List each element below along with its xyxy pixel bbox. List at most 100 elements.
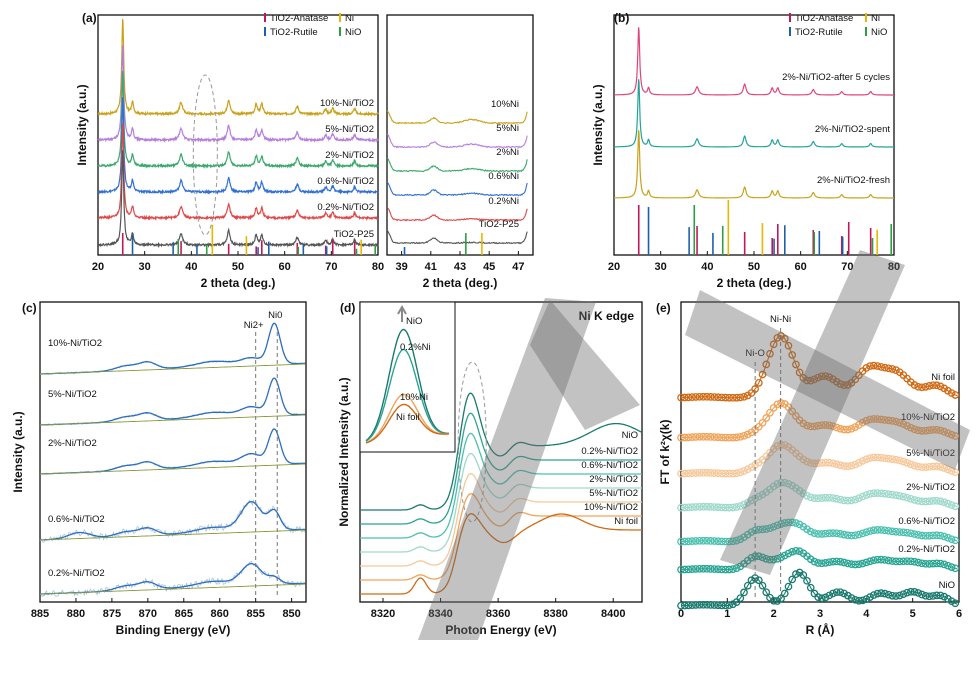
data-point (691, 565, 700, 573)
x-tick-label: 20 (608, 261, 620, 273)
inset-curve (365, 328, 449, 442)
data-point (729, 503, 737, 512)
data-point (803, 457, 811, 466)
data-point (729, 600, 737, 609)
data-point (836, 380, 845, 388)
inset-arrow (397, 304, 407, 322)
data-point (899, 492, 908, 501)
series-label: 2%-Ni/TiO2-spent (815, 124, 891, 135)
data-point (684, 433, 693, 442)
data-point (677, 503, 685, 512)
data-point (680, 433, 689, 442)
data-point (762, 588, 771, 597)
series-label: TiO2-P25 (479, 219, 519, 230)
data-point (847, 531, 856, 540)
data-point (814, 459, 822, 468)
data-point (932, 425, 941, 434)
data-point (855, 494, 863, 503)
data-point (903, 493, 911, 502)
data-point (825, 373, 834, 381)
data-point (873, 362, 882, 370)
data-point (680, 503, 689, 512)
data-point (677, 393, 685, 402)
data-point (925, 426, 934, 435)
data-point (936, 463, 945, 471)
inset-label: Ni foil (396, 412, 420, 423)
series-label: 5%-Ni/TiO2 (906, 448, 955, 459)
data-point (788, 407, 797, 416)
data-point (840, 530, 848, 539)
data-point (921, 531, 930, 540)
data-point (706, 393, 715, 401)
x-tick-label: 60 (279, 261, 291, 273)
data-point (710, 537, 719, 545)
data-point (836, 557, 845, 566)
data-point (721, 393, 730, 402)
series-line-2%-Ni/TiO2 (97, 71, 379, 170)
data-point (862, 528, 871, 537)
data-point (925, 560, 934, 568)
data-point (725, 537, 734, 546)
highlight-ellipse (192, 74, 218, 236)
baseline (40, 414, 306, 426)
data-point (877, 555, 886, 564)
data-point (769, 555, 778, 564)
data-point (717, 503, 726, 512)
data-point (714, 393, 722, 402)
data-point (699, 392, 708, 401)
data-point (829, 529, 837, 537)
data-point (847, 461, 856, 470)
series-label: 5%-Ni/TiO2 (325, 124, 374, 135)
data-point (714, 469, 722, 478)
data-point (729, 433, 737, 442)
legend-entry: Ni (345, 13, 354, 24)
data-point (792, 360, 800, 369)
data-point (888, 365, 897, 373)
data-point (732, 564, 741, 573)
x-tick-label: 20 (92, 261, 104, 273)
data-point (814, 530, 822, 538)
data-point (740, 588, 748, 597)
data-point (951, 536, 960, 545)
data-point (836, 495, 845, 504)
data-point (869, 556, 878, 565)
data-point (851, 495, 860, 504)
y-axis-label: Intensity (a.u.) (75, 84, 89, 165)
data-point (736, 502, 745, 510)
data-point (892, 557, 900, 566)
data-point (936, 591, 945, 600)
data-point (910, 381, 919, 389)
data-point (703, 432, 711, 441)
data-point (762, 360, 771, 369)
data-point (929, 381, 937, 390)
data-point (925, 531, 934, 540)
data-point (825, 493, 834, 502)
data-point (810, 529, 819, 538)
inset-label: 0.2%Ni (400, 342, 431, 353)
x-axis-label: 2 theta (deg.) (423, 276, 498, 290)
data-point (721, 433, 730, 442)
data-point (877, 363, 886, 371)
data-point (832, 557, 841, 566)
series-line-0.2%-Ni/TiO2 (97, 123, 379, 222)
data-point (747, 528, 756, 537)
data-point (795, 547, 804, 556)
x-tick-label: 43 (454, 261, 466, 273)
data-point (840, 381, 848, 390)
data-point (851, 460, 860, 469)
data-point (869, 489, 878, 498)
x-axis-label: 2 theta (deg.) (201, 276, 276, 290)
data-point (929, 497, 937, 505)
data-point (821, 421, 830, 429)
data-point (869, 591, 878, 599)
data-point (858, 457, 867, 465)
x-tick-label: 70 (841, 261, 853, 273)
data-point (836, 530, 845, 538)
data-point (695, 432, 704, 441)
data-point (881, 556, 889, 564)
legend-entry: Ni (871, 13, 880, 24)
data-point (892, 455, 900, 464)
data-point (947, 501, 956, 509)
data-point (873, 453, 882, 462)
